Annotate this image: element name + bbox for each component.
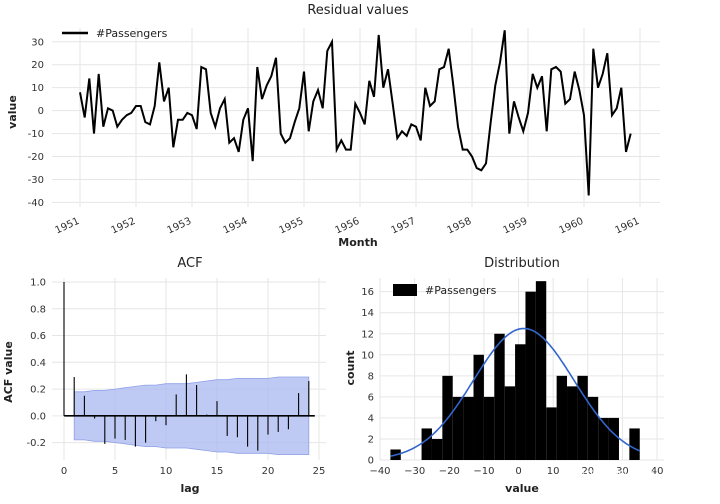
distribution-bar bbox=[598, 417, 609, 460]
distribution-legend-swatch bbox=[393, 284, 417, 296]
acf-title: ACF bbox=[177, 256, 202, 271]
distribution-bar bbox=[535, 281, 547, 460]
acf-x-tick-label: 10 bbox=[160, 466, 173, 477]
distribution-x-tick-label: −20 bbox=[439, 466, 460, 477]
distribution-x-tick-label: 30 bbox=[616, 466, 629, 477]
distribution-bar bbox=[587, 396, 599, 460]
distribution-legend-label: #Passengers bbox=[425, 284, 497, 297]
distribution-x-tick-label: −10 bbox=[473, 466, 494, 477]
residual-series-line bbox=[79, 30, 632, 196]
distribution-y-tick-label: 4 bbox=[368, 413, 374, 424]
acf-y-tick-label: 0.6 bbox=[30, 331, 46, 342]
residual-x-tick-label: 1956 bbox=[334, 216, 362, 237]
distribution-bar bbox=[556, 375, 568, 460]
acf-y-tick-label: 0.0 bbox=[30, 411, 46, 422]
distribution-x-tick-label: −40 bbox=[369, 466, 390, 477]
acf-y-tick-label: 0.8 bbox=[30, 304, 46, 315]
residual-x-label: Month bbox=[338, 236, 377, 249]
distribution-x-tick-label: 0 bbox=[515, 466, 521, 477]
distribution-bars bbox=[390, 281, 640, 460]
residual-x-tick-label: 1958 bbox=[446, 216, 474, 237]
acf-x-tick-label: 15 bbox=[211, 466, 224, 477]
distribution-x-tick-label: 20 bbox=[581, 466, 594, 477]
distribution-bar bbox=[567, 386, 578, 460]
distribution-y-tick-label: 14 bbox=[361, 308, 374, 319]
residual-y-tick-label: -10 bbox=[28, 129, 44, 140]
residual-x-tick-label: 1957 bbox=[390, 216, 418, 237]
watermark: 知乎 @凤凰AI bbox=[572, 469, 654, 485]
acf-x-tick-label: 20 bbox=[262, 466, 275, 477]
residual-title: Residual values bbox=[307, 3, 409, 18]
residual-x-tick-label: 1960 bbox=[558, 216, 586, 237]
distribution-y-tick-label: 10 bbox=[361, 350, 374, 361]
distribution-x-ticks: −40 −30 −20 −10 0 10 20 30 40 bbox=[369, 466, 663, 477]
distribution-bar bbox=[525, 291, 536, 460]
acf-y-ticks: 1.0 0.8 0.6 0.4 0.2 0.0 -0.2 bbox=[26, 278, 46, 450]
residual-y-ticks: 30 20 10 0 -10 -20 -30 -40 bbox=[28, 37, 44, 209]
residual-panel: Residual values 30 20 10 0 -10 -20 -30 -40 1951… bbox=[6, 3, 660, 249]
distribution-y-label: count bbox=[344, 351, 357, 386]
residual-legend-label: #Passengers bbox=[96, 27, 168, 40]
distribution-y-tick-label: 16 bbox=[361, 287, 374, 298]
residual-y-tick-label: 10 bbox=[31, 83, 44, 94]
distribution-bar bbox=[431, 438, 443, 460]
acf-x-tick-label: 0 bbox=[61, 466, 67, 477]
acf-x-tick-label: 5 bbox=[112, 466, 118, 477]
distribution-bar bbox=[608, 417, 619, 460]
distribution-y-tick-label: 8 bbox=[368, 371, 374, 382]
distribution-y-tick-label: 0 bbox=[368, 456, 374, 467]
residual-x-tick-label: 1955 bbox=[278, 216, 306, 237]
distribution-title: Distribution bbox=[484, 256, 560, 271]
acf-y-tick-label: 0.2 bbox=[30, 385, 46, 396]
residual-x-ticks: 1951 1952 1953 1954 1955 1956 1957 1958 1959 1960… bbox=[54, 216, 642, 237]
acf-y-tick-label: 0.4 bbox=[30, 358, 46, 369]
residual-y-tick-label: -30 bbox=[28, 175, 44, 186]
residual-x-tick-label: 1952 bbox=[110, 216, 138, 237]
residual-y-tick-label: 30 bbox=[31, 37, 44, 48]
acf-x-label: lag bbox=[180, 482, 199, 495]
residual-y-tick-label: -40 bbox=[28, 198, 44, 209]
distribution-x-tick-label: 40 bbox=[651, 466, 664, 477]
distribution-x-label: value bbox=[505, 482, 539, 495]
residual-x-tick-label: 1954 bbox=[222, 216, 250, 237]
acf-x-tick-label: 25 bbox=[313, 466, 326, 477]
distribution-bar bbox=[629, 428, 640, 460]
distribution-y-tick-label: 6 bbox=[368, 392, 374, 403]
acf-y-tick-label: 1.0 bbox=[30, 278, 46, 289]
residual-y-label: value bbox=[6, 95, 19, 129]
residual-y-tick-label: 20 bbox=[31, 60, 44, 71]
distribution-y-tick-label: 2 bbox=[368, 434, 374, 445]
distribution-bar bbox=[577, 375, 588, 460]
distribution-bar bbox=[515, 344, 526, 460]
distribution-bar bbox=[452, 396, 464, 460]
residual-x-tick-label: 1953 bbox=[166, 216, 194, 237]
distribution-x-tick-label: 10 bbox=[547, 466, 560, 477]
distribution-y-tick-label: 12 bbox=[361, 329, 374, 340]
residual-x-tick-label: 1951 bbox=[54, 216, 82, 237]
distribution-bar bbox=[483, 396, 495, 460]
acf-y-tick-label: -0.2 bbox=[26, 438, 46, 449]
distribution-bar bbox=[546, 407, 557, 460]
residual-x-tick-label: 1959 bbox=[502, 216, 530, 237]
residual-x-tick-label: 1961 bbox=[614, 216, 642, 237]
distribution-bar bbox=[473, 354, 484, 460]
distribution-bar bbox=[504, 386, 516, 460]
acf-x-ticks: 0 5 10 15 20 25 bbox=[61, 466, 326, 477]
distribution-x-tick-label: −30 bbox=[404, 466, 425, 477]
acf-panel: ACF 1.0 0.8 0.6 0.4 0.2 0.0 -0.2 0 5 10 15 20 25 la… bbox=[2, 256, 326, 495]
distribution-bar bbox=[494, 333, 505, 460]
acf-y-label: ACF value bbox=[2, 341, 15, 403]
residual-y-tick-label: 0 bbox=[38, 106, 44, 117]
distribution-bar bbox=[463, 396, 474, 460]
distribution-y-ticks: 16 14 12 10 8 6 4 2 0 bbox=[361, 287, 374, 466]
residual-y-tick-label: -20 bbox=[28, 152, 44, 163]
distribution-density-curve bbox=[390, 327, 641, 457]
distribution-bar bbox=[421, 428, 432, 460]
